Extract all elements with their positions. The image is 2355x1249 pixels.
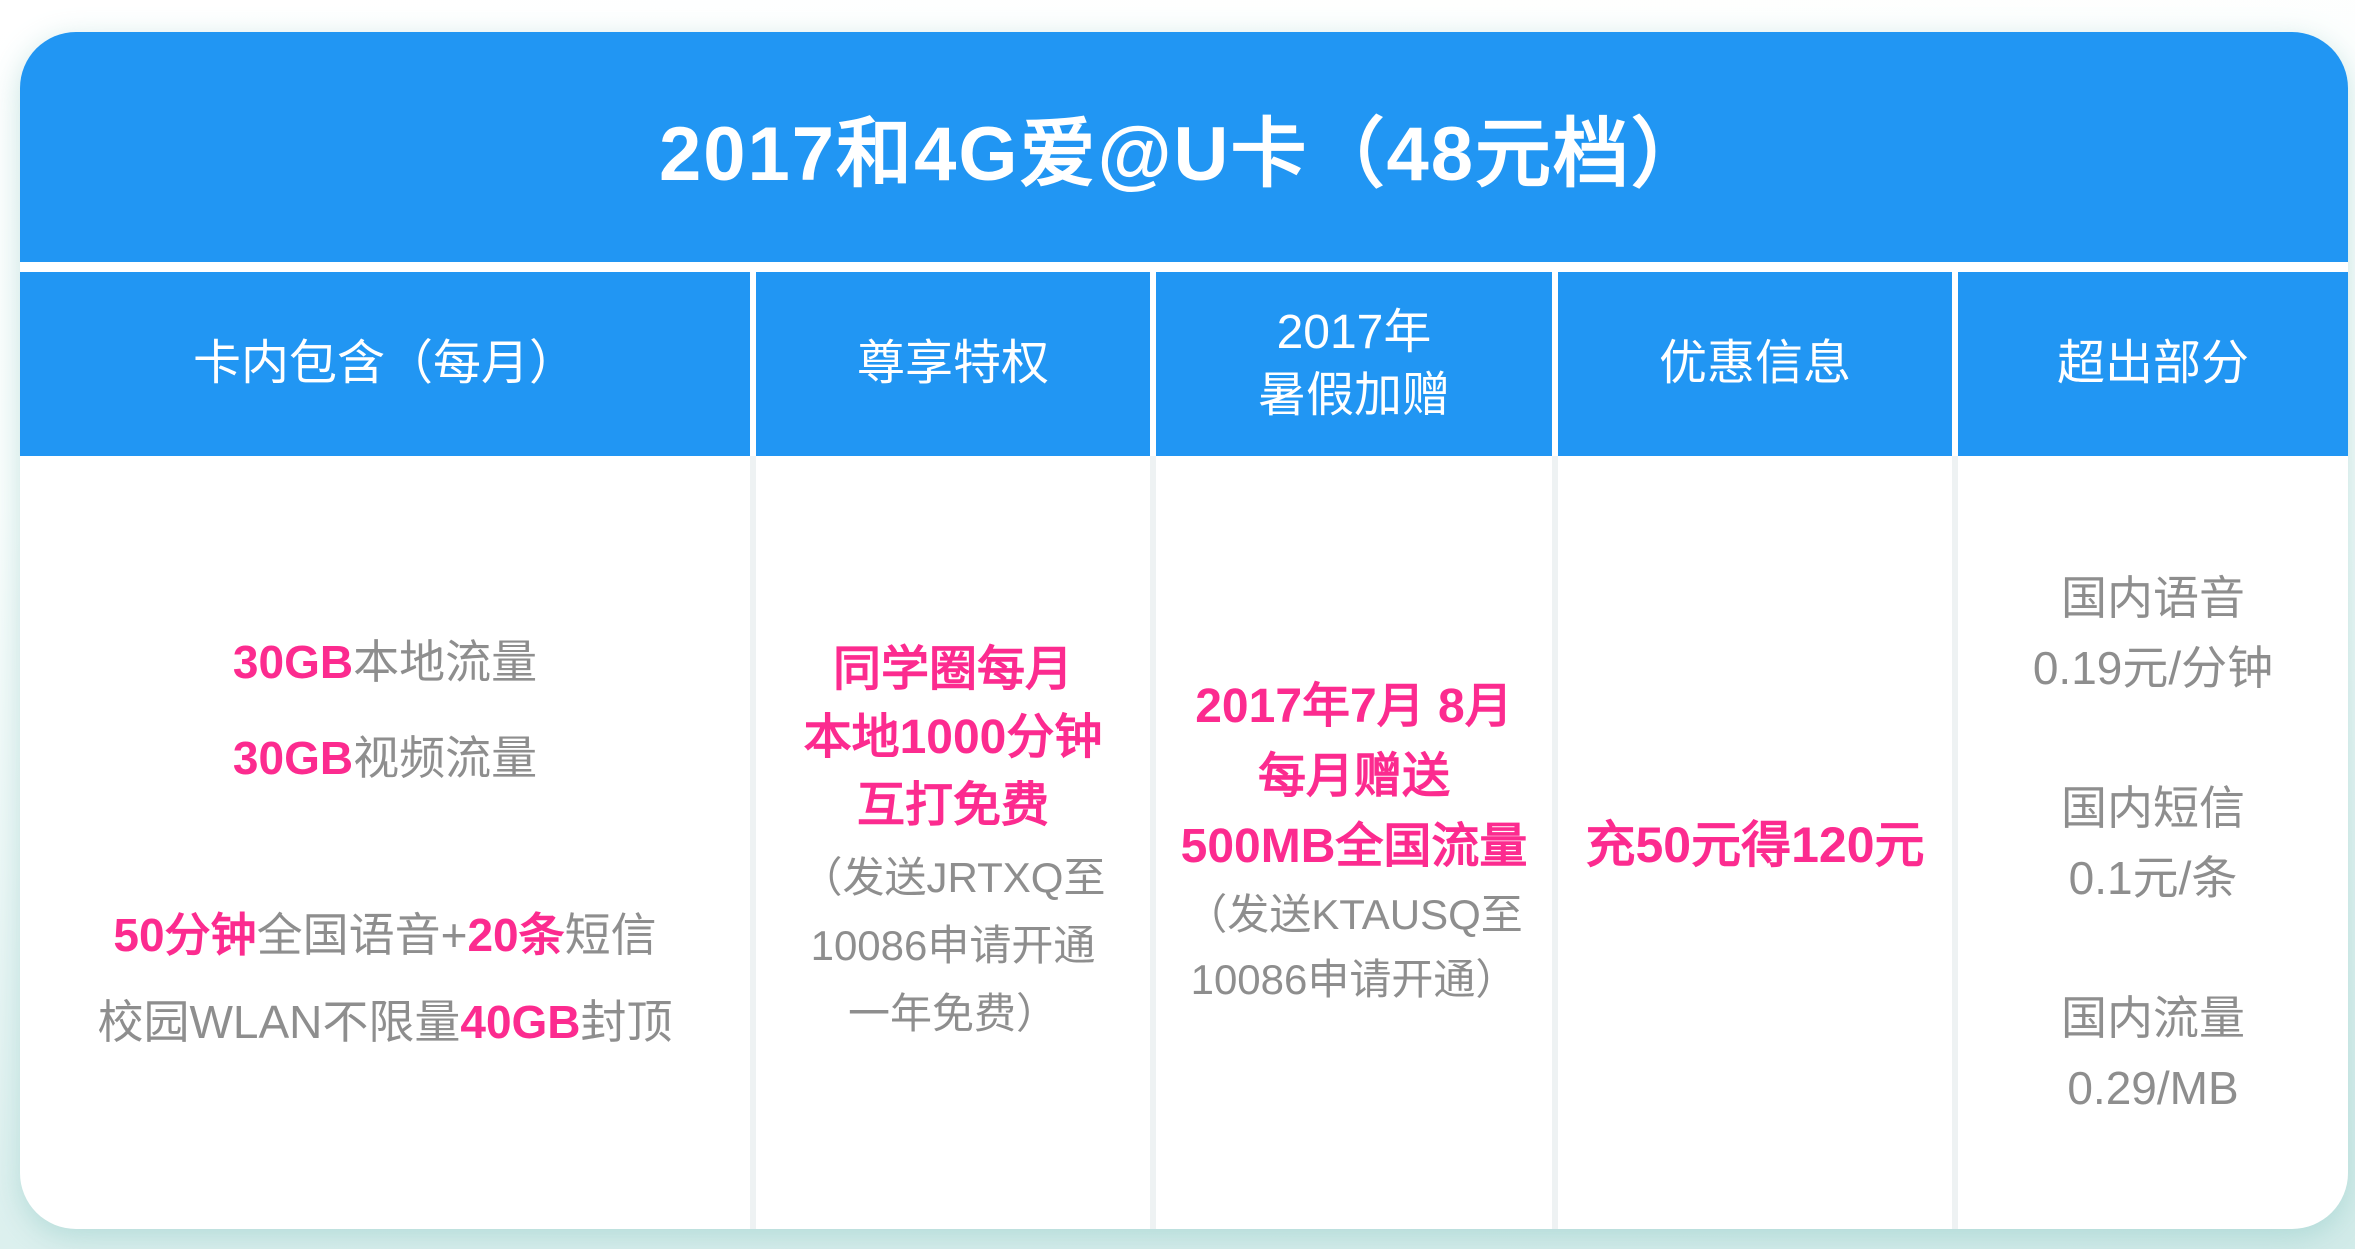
summer-bonus-note: （发送KTAUSQ至 10086申请开通） [1156,882,1552,1012]
header-label-promo: 优惠信息 [1658,337,1851,391]
table-body-row: 30GB本地流量 30GB视频流量 50分钟全国语音+20条短信 校园WLAN不… [20,456,2348,1229]
summer-bonus-note-line2: 10086申请开通） [1190,956,1518,1003]
included-local-data-label: 本地流量 [353,636,538,688]
summer-bonus-highlight-line3: 500MB全国流量 [1180,820,1528,873]
plan-card: 2017和4G爱@U卡（48元档） 卡内包含（每月） 尊享特权 2017年 暑假… [20,32,2348,1229]
included-sms-count: 20条 [467,909,565,961]
header-cell-privilege: 尊享特权 [750,272,1150,456]
summer-bonus-highlight-line2: 每月赠送 [1257,750,1450,803]
privilege-note-line1: （发送JRTXQ至 [800,854,1106,901]
plan-title: 2017和4G爱@U卡（48元档） [659,112,1709,197]
included-voice-minutes: 50分钟 [113,909,257,961]
column-promo: 充50元得120元 [1552,456,1952,1229]
privilege-highlight-line1: 同学圈每月 [832,643,1073,696]
header-cell-promo: 优惠信息 [1552,272,1952,456]
included-voice-sms-line: 50分钟全国语音+20条短信 [20,902,750,969]
title-band: 2017和4G爱@U卡（48元档） [20,32,2348,262]
included-video-data-label: 视频流量 [353,732,538,784]
summer-bonus-highlight-line1: 2017年7月 8月 [1195,680,1513,733]
overage-voice-item: 国内语音 0.19元/分钟 [1958,563,2348,703]
overage-voice-rate: 0.19元/分钟 [2032,642,2274,694]
overage-sms-name: 国内短信 [2061,782,2245,834]
privilege-note-line2: 10086申请开通 [810,922,1096,969]
included-local-data-line: 30GB本地流量 [20,629,750,696]
header-cell-summer-bonus: 2017年 暑假加赠 [1150,272,1552,456]
header-label-privilege: 尊享特权 [856,337,1049,391]
privilege-highlight-line3: 互打免费 [856,779,1049,832]
table-header-row: 卡内包含（每月） 尊享特权 2017年 暑假加赠 优惠信息 超出部分 [20,272,2348,456]
header-label-summer-bonus-line2: 暑假加赠 [1257,369,1450,422]
overage-voice-name: 国内语音 [2061,572,2245,624]
promo-highlight: 充50元得120元 [1585,817,1925,873]
included-voice-label: 全国语音+ [256,909,468,961]
overage-sms-item: 国内短信 0.1元/条 [1958,773,2348,913]
included-sms-label: 短信 [564,909,657,961]
title-header-divider [20,262,2348,272]
included-video-data-line: 30GB视频流量 [20,725,750,792]
included-local-data-amount: 30GB [232,636,354,688]
included-wlan-cap: 40GB [460,996,581,1048]
overage-data-name: 国内流量 [2061,992,2245,1044]
overage-sms-rate: 0.1元/条 [2068,852,2238,904]
header-label-included: 卡内包含（每月） [192,337,577,391]
column-privilege: 同学圈每月 本地1000分钟 互打免费 （发送JRTXQ至 10086申请开通 … [750,456,1150,1229]
privilege-highlight-line2: 本地1000分钟 [803,711,1103,764]
column-included: 30GB本地流量 30GB视频流量 50分钟全国语音+20条短信 校园WLAN不… [20,456,750,1229]
column-summer-bonus: 2017年7月 8月 每月赠送 500MB全国流量 （发送KTAUSQ至 100… [1150,456,1552,1229]
header-label-overage: 超出部分 [2056,337,2249,391]
header-cell-overage: 超出部分 [1952,272,2348,456]
privilege-note-line3: 一年免费） [847,990,1058,1037]
included-wlan-line: 校园WLAN不限量40GB封顶 [20,989,750,1056]
overage-data-rate: 0.29/MB [2067,1062,2239,1114]
header-label-summer-bonus-line1: 2017年 [1276,305,1432,359]
included-video-data-amount: 30GB [232,732,354,784]
header-cell-included: 卡内包含（每月） [20,272,750,456]
column-overage: 国内语音 0.19元/分钟 国内短信 0.1元/条 国内流量 0.29/MB [1952,456,2348,1229]
summer-bonus-note-line1: （发送KTAUSQ至 [1185,891,1523,938]
included-wlan-prefix: 校园WLAN不限量 [97,996,461,1048]
overage-data-item: 国内流量 0.29/MB [1958,983,2348,1123]
included-wlan-suffix: 封顶 [580,996,673,1048]
privilege-note: （发送JRTXQ至 10086申请开通 一年免费） [756,844,1150,1048]
